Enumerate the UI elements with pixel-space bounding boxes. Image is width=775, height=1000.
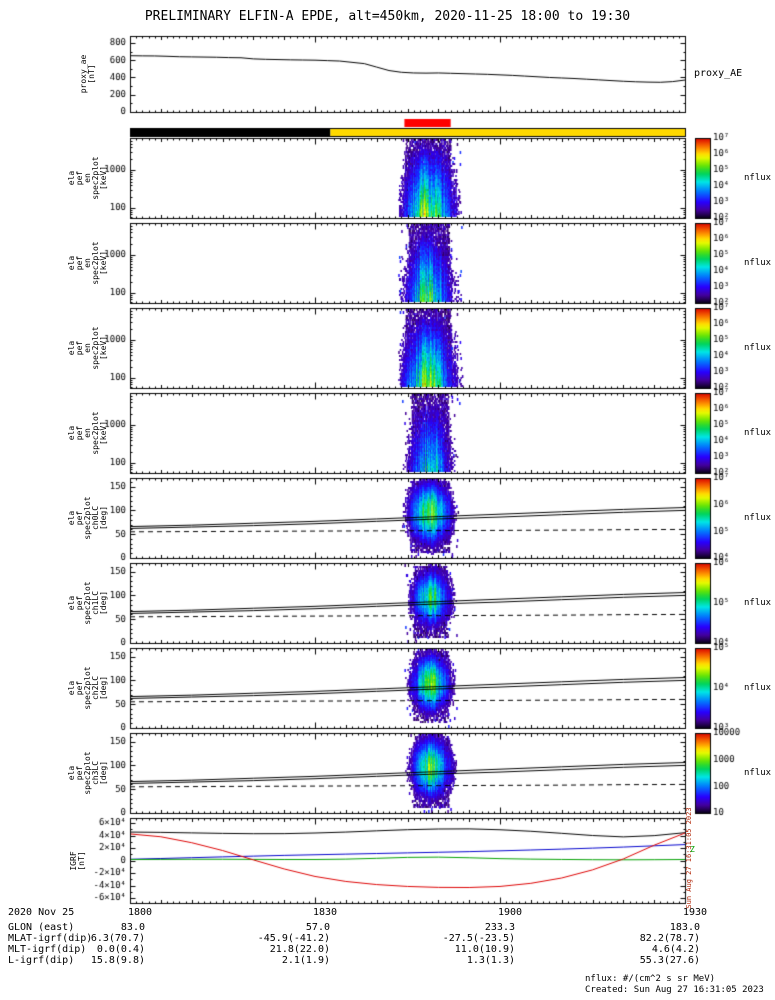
colorbar-title-energy_spectrogram_4: nflux [744,428,772,438]
y-axis-label-pitch_spectrogram_ch3: ela pef spec2plot ch3LC [deg] [67,751,108,795]
y-axis-label-igrf: IGRF [nT] [69,850,86,871]
ephemeris-value: 55.3(27.6) [639,955,700,966]
colorbar-title-pitch_spectrogram_ch2: nflux [744,683,772,693]
ephemeris-value: 21.8(22.0) [269,944,330,955]
ephemeris-value: -27.5(-23.5) [442,933,515,944]
colorbar-title-energy_spectrogram_3: nflux [744,343,772,353]
x-tick-label-1900: 1900 [497,907,523,918]
x-tick-label-1830: 1830 [312,907,338,918]
ephemeris-value: 11.0(10.9) [454,944,515,955]
x-tick-label-1800: 1800 [127,907,153,918]
ephemeris-value: 4.6(4.2) [651,944,700,955]
ephemeris-row-label-3: L-igrf(dip) [8,955,75,966]
y-axis-label-pitch_spectrogram_ch2: ela pef spec2plot ch2LC [deg] [67,666,108,710]
colorbar-title-energy_spectrogram_2: nflux [744,258,772,268]
ephemeris-value: 1.3(1.3) [466,955,515,966]
right-label-proxy_ae: proxy_AE [694,68,743,79]
colorbar-title-pitch_spectrogram_ch0: nflux [744,513,772,523]
colorbar-title-energy_spectrogram_1: nflux [744,173,772,183]
y-axis-label-energy_spectrogram_3: ela pef en spec2plot [keV] [67,326,108,370]
colorbar-title-pitch_spectrogram_ch3: nflux [744,768,772,778]
y-axis-label-pitch_spectrogram_ch1: ela pef spec2plot ch1LC [deg] [67,581,108,625]
y-axis-label-energy_spectrogram_4: ela pef en spec2plot [keV] [67,411,108,455]
ephemeris-row-label-2: MLT-igrf(dip) [8,944,87,955]
ephemeris-row-label-0: GLON (east) [8,922,75,933]
flux-units-note: nflux: #/(cm^2 s sr MeV) [585,974,716,984]
ephemeris-value: 0.0(0.4) [96,944,145,955]
colorbar-title-pitch_spectrogram_ch1: nflux [744,598,772,608]
created-timestamp: Created: Sun Aug 27 16:31:05 2023 [585,985,764,995]
ephemeris-row-label-1: MLAT-igrf(dip) [8,933,93,944]
plot-title: PRELIMINARY ELFIN-A EPDE, alt=450km, 202… [144,9,631,24]
y-axis-label-pitch_spectrogram_ch0: ela pef spec2plot ch0LC [deg] [67,496,108,540]
ephemeris-value: 6.3(70.7) [90,933,145,944]
ephemeris-value: 15.8(9.8) [90,955,145,966]
ephemeris-value: 82.2(78.7) [639,933,700,944]
date-label: 2020 Nov 25 [8,907,75,918]
ephemeris-value: 83.0 [120,922,145,933]
ephemeris-value: 2.1(1.9) [281,955,330,966]
ephemeris-value: 57.0 [305,922,330,933]
ephemeris-value: -45.9(-41.2) [257,933,330,944]
y-axis-label-energy_spectrogram_1: ela pef en spec2plot [keV] [67,156,108,200]
y-axis-label-energy_spectrogram_2: ela pef en spec2plot [keV] [67,241,108,285]
side-timestamp: Sun Aug 27 16:31:05 2023 [685,807,693,909]
ephemeris-value: 233.3 [484,922,515,933]
y-axis-label-proxy_ae: proxy_ae [nT] [79,54,96,94]
ephemeris-value: 183.0 [669,922,700,933]
x-tick-label-1930: 1930 [682,907,708,918]
igrf-component-label-Z: Z [690,845,695,854]
